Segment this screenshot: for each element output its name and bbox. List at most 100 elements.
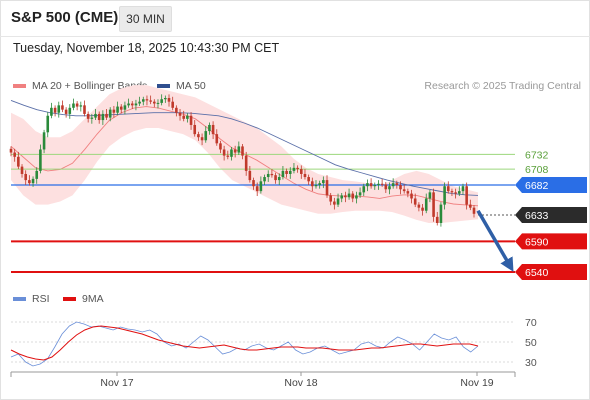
candle-body [329, 195, 332, 202]
timeframe-button[interactable]: 30 MIN [119, 6, 172, 32]
candle [446, 181, 450, 194]
candle [97, 111, 101, 124]
candle-body [189, 115, 193, 125]
candle [178, 109, 182, 121]
candle [432, 188, 435, 222]
x-tick-label: Nov 18 [284, 377, 317, 389]
candle [417, 202, 421, 212]
candle [149, 95, 152, 105]
rsi-panel: 70 50 30 [10, 317, 537, 369]
candle [230, 147, 233, 161]
candle [28, 175, 31, 186]
candle-body [292, 167, 296, 171]
candle [72, 98, 75, 111]
legend-ma50: MA 50 [176, 80, 206, 92]
candle [333, 197, 336, 210]
candle [347, 188, 351, 200]
candle [322, 176, 325, 189]
x-axis: Nov 17 Nov 18 Nov 19 [10, 371, 516, 389]
candle-body [406, 191, 410, 194]
candle-body [61, 105, 64, 110]
candle [226, 150, 230, 160]
candle-body [178, 112, 182, 116]
candle [108, 107, 112, 122]
candle [105, 109, 108, 121]
candle-body [336, 198, 340, 205]
candle-body [435, 216, 439, 223]
candle-body [410, 193, 413, 199]
candle-body [17, 156, 20, 167]
candle-body [208, 124, 211, 132]
candle [248, 166, 252, 183]
candle [9, 146, 13, 157]
candle [112, 105, 116, 118]
candle [358, 187, 362, 198]
candle [406, 188, 410, 198]
candle [153, 99, 156, 108]
candle-body [186, 115, 189, 119]
candle [182, 110, 186, 122]
candle [175, 105, 178, 117]
candle-body [355, 195, 358, 199]
candle-body [167, 98, 171, 102]
candle-body [380, 183, 384, 185]
candles [9, 94, 476, 227]
candle [362, 183, 366, 197]
candle-body [384, 184, 388, 190]
candle [439, 202, 443, 227]
candle [241, 143, 244, 160]
candle [318, 180, 321, 189]
candle [13, 148, 16, 162]
x-tick-label: Nov 17 [100, 377, 133, 389]
candle-body [175, 107, 178, 113]
candle [208, 122, 211, 135]
candle-body [119, 106, 123, 110]
instrument-title: S&P 500 (CME) [11, 9, 119, 26]
candle [369, 178, 373, 189]
candle-body [347, 193, 351, 198]
candle-body [358, 192, 362, 196]
rsi-tick-30: 30 [525, 357, 537, 369]
level-tag-6590 [515, 233, 587, 250]
candle [281, 166, 285, 180]
candle-body [13, 152, 16, 157]
candle [86, 111, 90, 123]
candle [377, 180, 380, 190]
ma50-swatch [157, 84, 170, 88]
level-tag-6682 [515, 177, 587, 193]
candle [215, 129, 219, 146]
level-label-6540: 6540 [525, 267, 549, 279]
candle [167, 94, 171, 107]
candle-body [134, 103, 138, 106]
candle [119, 104, 123, 114]
candle-body [469, 204, 472, 208]
candle [130, 101, 134, 110]
candle-body [373, 185, 377, 187]
candle [252, 177, 255, 190]
candle [79, 101, 83, 112]
candle-body [248, 170, 252, 181]
candle-body [94, 113, 97, 118]
candle-body [197, 134, 200, 138]
candle-body [285, 170, 288, 174]
candle [380, 178, 384, 187]
candle-body [39, 149, 42, 171]
legend-rsi-ma: 9MA [82, 293, 104, 305]
candle [296, 165, 299, 173]
candle [391, 178, 395, 189]
candle [307, 174, 310, 185]
level-label-6590: 6590 [525, 236, 549, 248]
candle [156, 99, 160, 109]
candle [465, 182, 468, 210]
candle [410, 189, 413, 204]
candle-body [226, 155, 230, 157]
candle-body [24, 173, 27, 181]
candle-body [288, 170, 292, 174]
candle-body [421, 207, 424, 211]
candle [68, 104, 72, 119]
candle-body [53, 107, 57, 113]
candle-body [105, 113, 108, 118]
header-bar: S&P 500 (CME) 30 MIN [0, 0, 590, 37]
candle-body [222, 149, 226, 156]
